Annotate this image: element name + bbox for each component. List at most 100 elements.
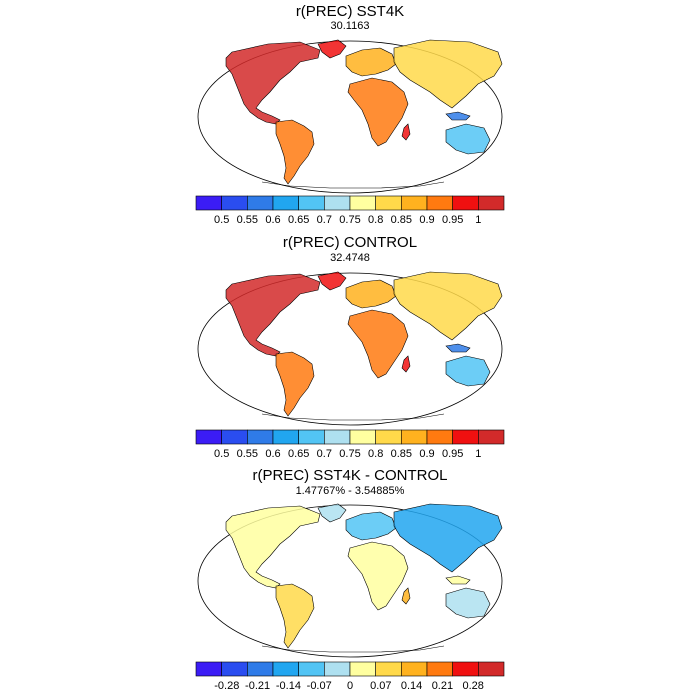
continent-north-america <box>225 41 321 125</box>
colorbar-swatch <box>247 661 274 677</box>
colorbar-tick-label: 0 <box>347 680 353 692</box>
world-map <box>197 503 503 658</box>
correlation-map <box>197 271 503 426</box>
colorbar-swatch <box>272 429 299 445</box>
colorbar: 0.5 0.55 0.6 0.65 0.7 0.75 0.8 0.85 0.9 0.95 1 <box>195 429 505 460</box>
colorbar-swatch <box>401 661 428 677</box>
continent-africa <box>347 309 409 379</box>
colorbar-tick-label: 1 <box>475 448 481 460</box>
continent-australia <box>445 123 491 155</box>
difference-map <box>197 503 503 658</box>
colorbar-swatch <box>221 195 248 211</box>
colorbar-swatch <box>375 429 402 445</box>
colorbar-swatch <box>452 661 479 677</box>
colorbar-tick-label: 0.6 <box>265 448 280 460</box>
colorbar-swatch <box>401 429 428 445</box>
continent-europe <box>345 279 397 309</box>
colorbar-swatch <box>349 195 376 211</box>
colorbar-swatch <box>221 661 248 677</box>
colorbar-tick-label: 0.6 <box>265 214 280 226</box>
colorbar-swatch <box>349 661 376 677</box>
colorbar-tick-label: 0.14 <box>401 680 422 692</box>
colorbar-tick-label: 0.5 <box>214 448 229 460</box>
antarctica-coastline <box>261 645 445 653</box>
colorbar-swatch <box>324 661 351 677</box>
colorbar-tick-label: 0.55 <box>237 214 258 226</box>
continent-africa <box>347 541 409 611</box>
panel-subtitle: 1.47767% - 3.54885% <box>295 485 405 497</box>
continent-asia <box>393 39 503 109</box>
continent-north-america <box>225 273 321 357</box>
colorbar-swatch <box>426 195 453 211</box>
continent-greenland <box>317 39 347 59</box>
continent-europe <box>345 511 397 541</box>
colorbar-tick-label: 0.95 <box>442 214 463 226</box>
continent-australia <box>445 587 491 619</box>
colorbar-swatch <box>221 429 248 445</box>
continent-greenland <box>317 503 347 523</box>
continent-asia <box>393 271 503 341</box>
colorbar-tick-label: 0.65 <box>288 214 309 226</box>
continent-south-america <box>275 583 315 649</box>
panel-subtitle: 32.4748 <box>330 252 370 264</box>
colorbar-tick-label: 0.75 <box>339 448 360 460</box>
colorbar-tick-label: 0.7 <box>317 448 332 460</box>
antarctica-coastline <box>261 181 445 189</box>
world-map <box>197 39 503 194</box>
colorbar-tick-label: 0.85 <box>391 448 412 460</box>
colorbar-swatch <box>324 429 351 445</box>
colorbar-tick-label: 0.7 <box>317 214 332 226</box>
world-map <box>197 271 503 426</box>
colorbar-swatch <box>298 195 325 211</box>
colorbar-tick-label: 0.95 <box>442 448 463 460</box>
continent-europe <box>345 47 397 77</box>
continent-madagascar <box>401 123 411 141</box>
colorbar-swatch <box>195 429 222 445</box>
continent-south-america <box>275 351 315 417</box>
colorbar-swatch <box>298 661 325 677</box>
correlation-map <box>197 39 503 194</box>
antarctica-coastline <box>261 413 445 421</box>
panel-title: r(PREC) CONTROL <box>282 234 418 251</box>
colorbar-swatch <box>272 661 299 677</box>
colorbar-tick-label: -0.21 <box>245 680 270 692</box>
panel-title: r(PREC) SST4K - CONTROL <box>252 467 448 484</box>
colorbar-tick-label: 0.8 <box>368 214 383 226</box>
colorbar-tick-label: -0.28 <box>214 680 239 692</box>
colorbar-swatch <box>298 429 325 445</box>
continent-asia <box>393 503 503 573</box>
colorbar-tick-label: 0.85 <box>391 214 412 226</box>
colorbar-tick-label: 0.28 <box>462 680 483 692</box>
colorbar-tick-label: -0.07 <box>307 680 332 692</box>
continent-north-america <box>225 505 321 589</box>
panel-title: r(PREC) SST4K <box>295 3 405 20</box>
colorbar-swatch <box>247 195 274 211</box>
colorbar-swatch <box>375 661 402 677</box>
colorbar-swatch <box>478 661 505 677</box>
continent-australia <box>445 355 491 387</box>
colorbar-swatch <box>195 195 222 211</box>
colorbar-tick-label: -0.14 <box>276 680 301 692</box>
colorbar-swatch <box>426 429 453 445</box>
colorbar-swatch <box>272 195 299 211</box>
colorbar-tick-label: 0.21 <box>432 680 453 692</box>
continent-indonesia <box>445 343 471 353</box>
colorbar-swatch <box>452 429 479 445</box>
colorbar: 0.5 0.55 0.6 0.65 0.7 0.75 0.8 0.85 0.9 0.95 1 <box>195 195 505 226</box>
continent-greenland <box>317 271 347 291</box>
colorbar-swatch <box>324 195 351 211</box>
colorbar-swatch <box>452 195 479 211</box>
colorbar-tick-label: 0.07 <box>370 680 391 692</box>
colorbar: -0.28 -0.21 -0.14 -0.07 0 0.07 0.14 0.21 0.28 <box>195 661 505 692</box>
colorbar-tick-label: 0.5 <box>214 214 229 226</box>
colorbar-swatch <box>401 195 428 211</box>
colorbar-tick-label: 1 <box>475 214 481 226</box>
colorbar-tick-label: 0.9 <box>419 214 434 226</box>
colorbar-swatch <box>478 195 505 211</box>
colorbar-swatch <box>247 429 274 445</box>
colorbar-swatch <box>478 429 505 445</box>
continent-madagascar <box>401 355 411 373</box>
continent-south-america <box>275 119 315 185</box>
colorbar-tick-label: 0.55 <box>237 448 258 460</box>
panel-subtitle: 30.1163 <box>330 20 370 32</box>
